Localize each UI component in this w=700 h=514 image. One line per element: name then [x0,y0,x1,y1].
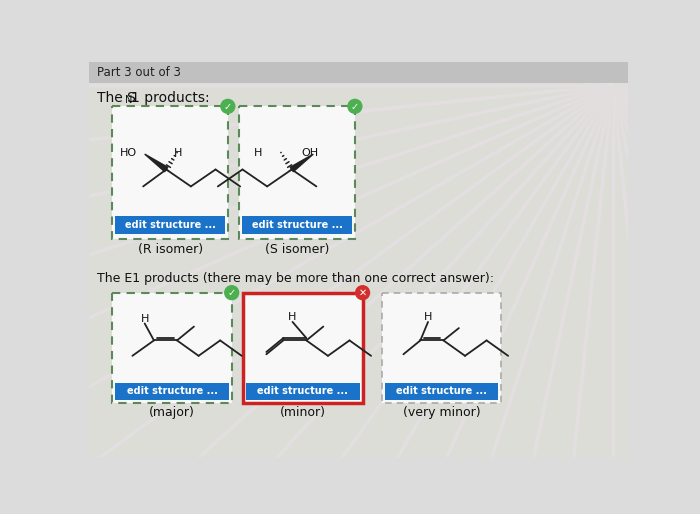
Text: 1 products:: 1 products: [131,91,209,105]
Text: ✕: ✕ [358,288,367,298]
Bar [112,106,228,239]
Bar [116,216,225,234]
Bar [116,383,229,400]
Text: edit structure ...: edit structure ... [396,386,487,396]
Text: (R isomer): (R isomer) [137,243,203,256]
Text: HO: HO [120,148,137,157]
Circle shape [356,286,370,300]
Text: OH: OH [301,148,318,157]
Circle shape [348,99,362,113]
Text: H: H [254,148,262,157]
Text: N: N [125,95,133,105]
Bar [242,216,352,234]
Text: edit structure ...: edit structure ... [252,220,342,230]
Polygon shape [145,154,168,172]
Text: edit structure ...: edit structure ... [125,220,216,230]
Text: (S isomer): (S isomer) [265,243,329,256]
Text: The S: The S [97,91,136,105]
Text: ✓: ✓ [224,102,232,112]
Text: (minor): (minor) [280,406,326,419]
Text: (very minor): (very minor) [402,406,480,419]
Bar [244,292,363,403]
Text: H: H [288,313,297,322]
Text: The E1 products (there may be more than one correct answer):: The E1 products (there may be more than … [97,272,494,285]
Text: Part 3 out of 3: Part 3 out of 3 [97,66,181,79]
Polygon shape [290,154,314,172]
Circle shape [221,99,234,113]
Text: ✓: ✓ [351,102,359,112]
Bar [382,292,501,403]
Circle shape [225,286,239,300]
Text: H: H [424,313,432,322]
Text: H: H [174,148,182,157]
Bar [239,106,355,239]
Text: edit structure ...: edit structure ... [127,386,218,396]
Text: ✓: ✓ [228,288,236,298]
Bar [90,62,629,83]
Text: (major): (major) [149,406,195,419]
Bar [112,292,232,403]
Text: H: H [141,314,149,324]
Text: edit structure ...: edit structure ... [258,386,349,396]
Bar [385,383,498,400]
Bar [246,383,360,400]
